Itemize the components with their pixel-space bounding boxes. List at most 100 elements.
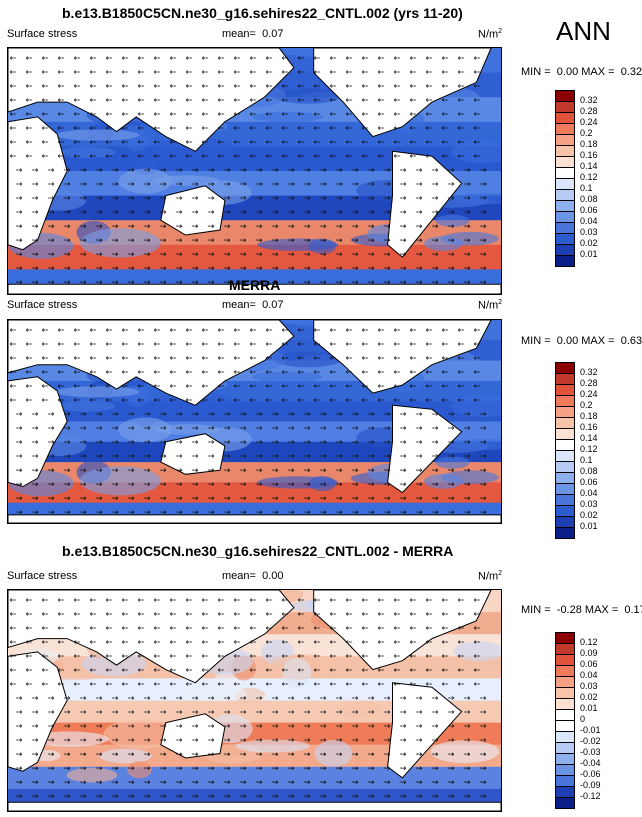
wind-arrow-head xyxy=(425,682,429,686)
wind-arrow-head xyxy=(425,70,429,74)
wind-arrow-head xyxy=(297,98,301,102)
wind-arrow-head xyxy=(451,252,455,256)
wind-arrow-head xyxy=(99,510,103,514)
wind-arrow-head xyxy=(185,598,189,602)
wind-arrow-head xyxy=(67,738,71,742)
wind-arrow-head xyxy=(323,482,327,486)
colorbar-tick-label: 0.2 xyxy=(580,128,593,138)
wind-arrow-head xyxy=(345,370,349,374)
wind-arrow-head xyxy=(73,356,77,360)
wind-arrow-head xyxy=(99,224,103,228)
wind-arrow-head xyxy=(473,370,477,374)
wind-arrow-head xyxy=(361,56,365,60)
wind-arrow-head xyxy=(147,182,151,186)
wind-arrow-head xyxy=(451,210,455,214)
colorbar-tick-label: 0.18 xyxy=(580,139,598,149)
wind-arrow-head xyxy=(249,140,253,144)
wind-arrow-head xyxy=(169,328,173,332)
wind-arrow-head xyxy=(467,696,471,700)
panel-diff-map xyxy=(7,589,502,812)
wind-arrow-head xyxy=(393,84,397,88)
wind-arrow-head xyxy=(371,766,375,770)
field-patch xyxy=(341,701,382,719)
wind-arrow-head xyxy=(137,612,141,616)
wind-arrow-head xyxy=(291,440,295,444)
wind-arrow-head xyxy=(217,126,221,130)
wind-arrow-head xyxy=(313,154,317,158)
wind-arrow-head xyxy=(297,654,301,658)
wind-arrow-head xyxy=(473,654,477,658)
wind-arrow-head xyxy=(89,612,93,616)
wind-arrow-head xyxy=(457,70,461,74)
wind-arrow-head xyxy=(243,482,247,486)
wind-arrow-head xyxy=(227,280,231,284)
wind-arrow-head xyxy=(185,682,189,686)
land-outline xyxy=(8,376,68,488)
wind-arrow-head xyxy=(19,482,23,486)
panel-diff-map-svg xyxy=(8,590,501,811)
wind-arrow-head xyxy=(435,412,439,416)
wind-arrow-head xyxy=(243,780,247,784)
wind-arrow-head xyxy=(19,794,23,798)
wind-arrow-head xyxy=(41,342,45,346)
wind-arrow-head xyxy=(393,370,397,374)
wind-arrow-head xyxy=(355,454,359,458)
wind-arrow-head xyxy=(323,752,327,756)
colorbar-tick-label: 0.08 xyxy=(580,194,598,204)
wind-arrow-head xyxy=(467,752,471,756)
wind-arrow-head xyxy=(451,724,455,728)
wind-arrow-head xyxy=(313,112,317,116)
wind-arrow-head xyxy=(105,112,109,116)
wind-arrow-head xyxy=(473,140,477,144)
wind-arrow-head xyxy=(259,766,263,770)
wind-arrow-head xyxy=(185,384,189,388)
wind-arrow-head xyxy=(211,482,215,486)
wind-arrow-head xyxy=(217,598,221,602)
wind-arrow-head xyxy=(169,342,173,346)
wind-arrow-head xyxy=(83,426,87,430)
wind-arrow-head xyxy=(361,612,365,616)
wind-arrow-head xyxy=(291,182,295,186)
panel-diff-variable: Surface stress xyxy=(7,570,78,582)
field-band xyxy=(8,401,501,423)
wind-arrow-head xyxy=(211,210,215,214)
wind-arrow-head xyxy=(281,154,285,158)
wind-arrow-head xyxy=(9,140,13,144)
wind-arrow-head xyxy=(227,510,231,514)
wind-arrow-head xyxy=(121,70,125,74)
wind-arrow-head xyxy=(297,640,301,644)
wind-arrow-head xyxy=(409,342,413,346)
wind-arrow-head xyxy=(345,112,349,116)
wind-arrow-head xyxy=(451,766,455,770)
wind-arrow-head xyxy=(259,440,263,444)
wind-arrow-head xyxy=(451,196,455,200)
land-outline xyxy=(8,514,501,523)
wind-arrow-head xyxy=(195,780,199,784)
wind-arrow-head xyxy=(355,794,359,798)
wind-arrow-head xyxy=(307,238,311,242)
wind-arrow-head xyxy=(83,710,87,714)
wind-arrow-head xyxy=(435,252,439,256)
wind-arrow-head xyxy=(41,98,45,102)
wind-arrow-head xyxy=(243,196,247,200)
wind-arrow-head xyxy=(483,280,487,284)
wind-arrow-head xyxy=(441,384,445,388)
wind-arrow-head xyxy=(233,154,237,158)
wind-arrow-head xyxy=(377,598,381,602)
wind-arrow-head xyxy=(451,510,455,514)
wind-arrow-head xyxy=(115,210,119,214)
wind-arrow-head xyxy=(25,70,29,74)
wind-arrow-head xyxy=(169,356,173,360)
wind-arrow-head xyxy=(339,182,343,186)
wind-arrow-head xyxy=(355,752,359,756)
wind-arrow-head xyxy=(211,168,215,172)
wind-arrow-head xyxy=(457,98,461,102)
wind-arrow-head xyxy=(115,780,119,784)
wind-arrow-head xyxy=(297,626,301,630)
wind-arrow-head xyxy=(83,238,87,242)
wind-arrow-head xyxy=(355,168,359,172)
wind-arrow-head xyxy=(265,384,269,388)
wind-arrow-head xyxy=(115,710,119,714)
wind-arrow-head xyxy=(483,794,487,798)
wind-arrow-head xyxy=(441,112,445,116)
